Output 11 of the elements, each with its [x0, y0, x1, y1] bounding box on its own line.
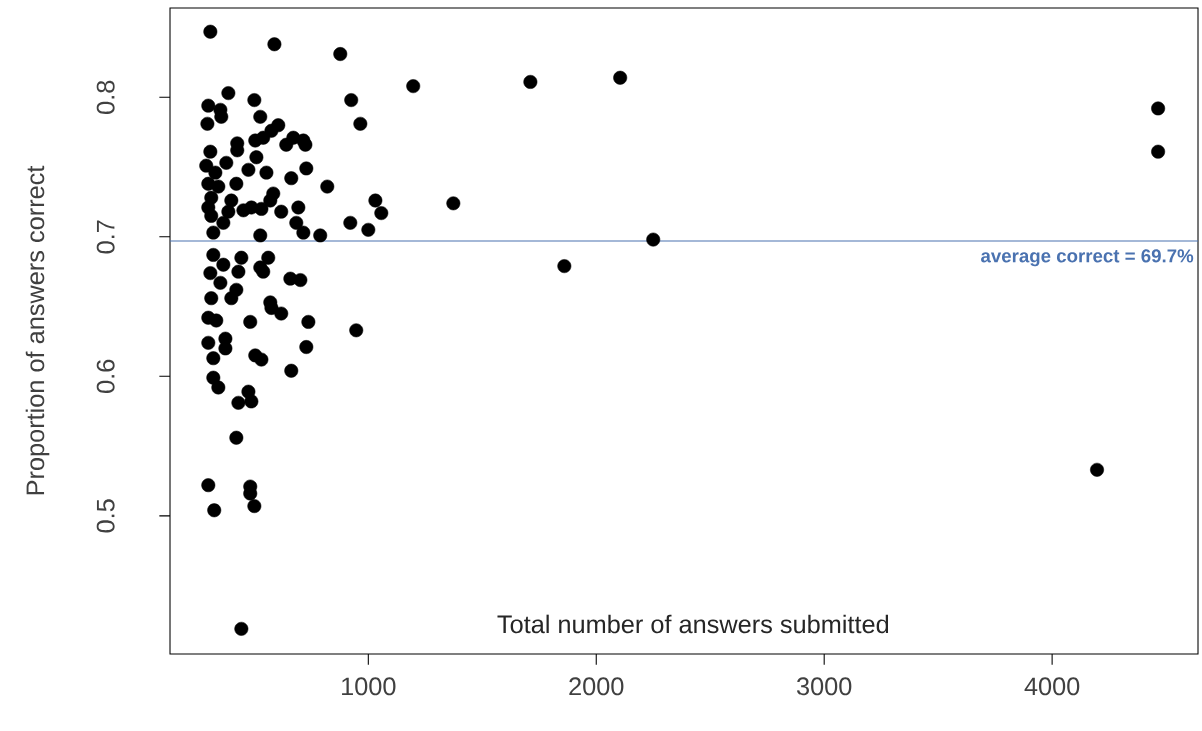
ref-line-label: average correct = 69.7%: [981, 249, 1194, 267]
x-tick-label: 2000: [569, 677, 624, 696]
y-axis-title: Proportion of answers correct: [25, 165, 50, 495]
y-tick-label: 0.6: [96, 359, 115, 393]
x-tick-label: 4000: [1024, 677, 1080, 696]
x-axis-title: Total number of answers submitted: [497, 614, 889, 634]
y-tick-label: 0.7: [96, 220, 115, 254]
x-tick-label: 1000: [342, 677, 396, 696]
y-tick-label: 0.5: [96, 499, 115, 533]
x-tick-label: 3000: [796, 677, 852, 696]
y-tick-label: 0.8: [96, 80, 115, 114]
